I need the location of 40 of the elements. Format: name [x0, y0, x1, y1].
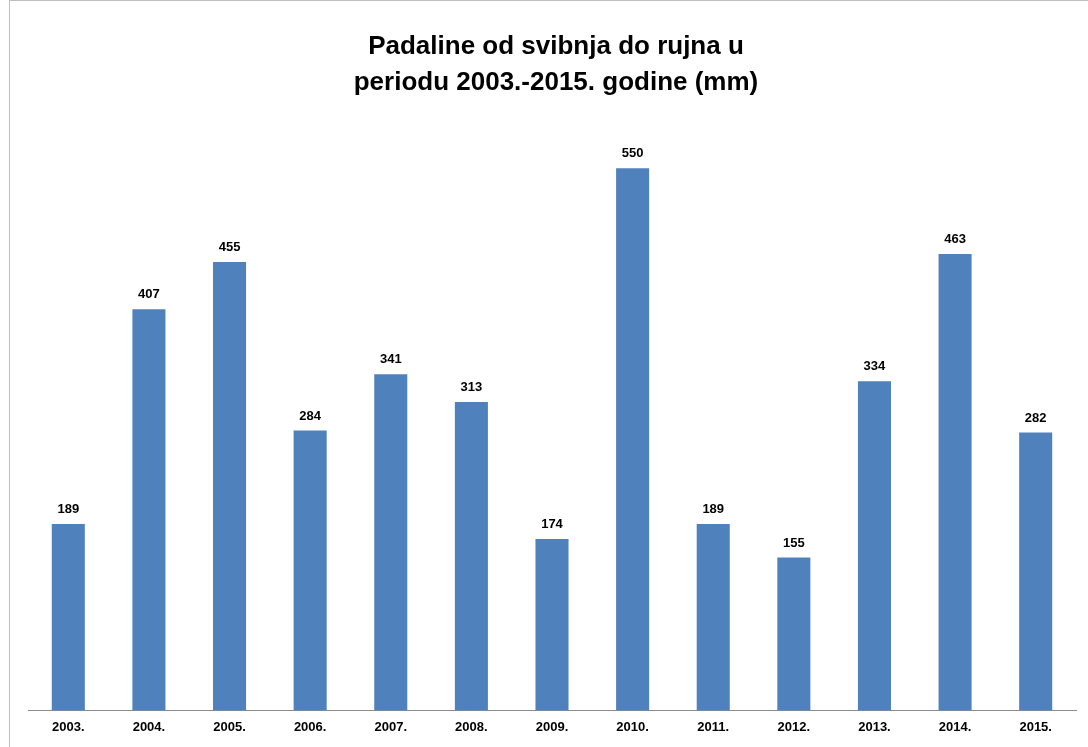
bar [454, 401, 488, 711]
x-tick-label: 2006. [293, 718, 327, 734]
bar [132, 309, 166, 711]
x-tick-label: 2008. [455, 718, 488, 734]
bar [857, 381, 891, 711]
x-tick-label: 2004. [132, 718, 166, 734]
data-label: 189 [702, 501, 725, 517]
data-label: 463 [944, 231, 966, 247]
x-tick-label: 2014. [938, 718, 972, 734]
x-tick-label: 2012. [777, 718, 811, 734]
bar [1019, 432, 1053, 711]
x-tick-label: 2003. [52, 718, 85, 734]
x-tick-label: 2005. [213, 718, 246, 734]
data-label: 341 [379, 351, 402, 367]
data-label: 174 [541, 515, 564, 531]
x-tick-label: 2015. [1019, 718, 1052, 734]
x-tick-label: 2009. [535, 718, 569, 734]
data-label: 282 [1024, 409, 1047, 425]
x-tick-label: 2011. [697, 718, 730, 734]
bar [616, 168, 650, 711]
data-label: 284 [299, 407, 322, 423]
chart-title: Padaline od svibnja do rujna u periodu 2003.-2015. godine (mm) [352, 29, 760, 98]
bar [374, 374, 408, 711]
bar [777, 557, 811, 711]
bar [535, 538, 569, 711]
data-label: 455 [218, 239, 241, 254]
data-label: 313 [460, 378, 483, 394]
bar [51, 524, 85, 711]
data-label: 334 [863, 358, 887, 374]
bar [696, 524, 730, 711]
bar [938, 254, 972, 711]
data-label: 155 [782, 534, 805, 550]
data-label: 550 [621, 145, 644, 161]
x-tick-label: 2013. [858, 718, 891, 734]
x-tick-label: 2010. [616, 718, 649, 734]
bar [293, 430, 327, 711]
data-label: 407 [138, 286, 160, 302]
bar [213, 261, 247, 711]
x-tick-label: 2007. [374, 718, 408, 734]
data-label: 189 [57, 501, 80, 517]
